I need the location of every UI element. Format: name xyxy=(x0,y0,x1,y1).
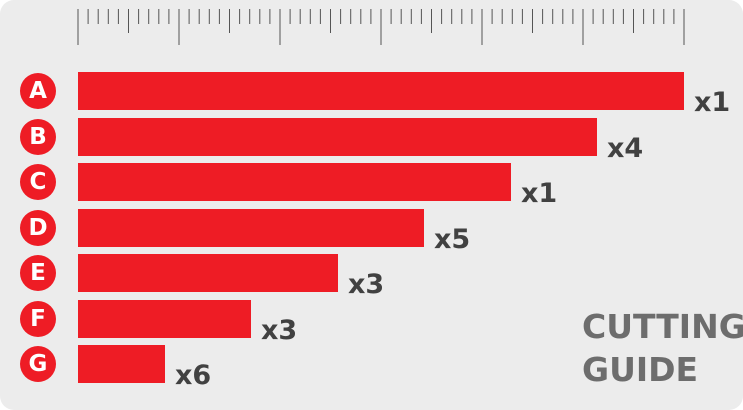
cut-length-bar xyxy=(78,118,597,156)
quantity-label: x1 xyxy=(694,87,731,118)
cut-length-bar xyxy=(78,163,511,201)
quantity-label: x1 xyxy=(521,178,558,209)
cut-length-bar xyxy=(78,345,165,383)
quantity-label: x3 xyxy=(348,269,385,300)
quantity-label: x6 xyxy=(175,360,212,391)
cut-length-bar xyxy=(78,300,251,338)
cut-length-bar xyxy=(78,209,424,247)
quantity-label: x4 xyxy=(607,133,644,164)
row-letter-badge: F xyxy=(20,301,56,337)
title-line-1: CUTTING xyxy=(582,307,743,346)
quantity-label: x3 xyxy=(261,315,298,346)
quantity-label: x5 xyxy=(434,224,471,255)
cut-length-bar xyxy=(78,254,338,292)
row-letter-badge: G xyxy=(20,346,56,382)
row-letter-badge: C xyxy=(20,164,56,200)
ruler xyxy=(77,9,685,45)
row-letter-badge: A xyxy=(20,73,56,109)
row-letter-badge: E xyxy=(20,255,56,291)
row-letter-badge: D xyxy=(20,210,56,246)
title-line-2: GUIDE xyxy=(582,350,699,389)
row-letter-badge: B xyxy=(20,119,56,155)
cut-length-bar xyxy=(78,72,684,110)
